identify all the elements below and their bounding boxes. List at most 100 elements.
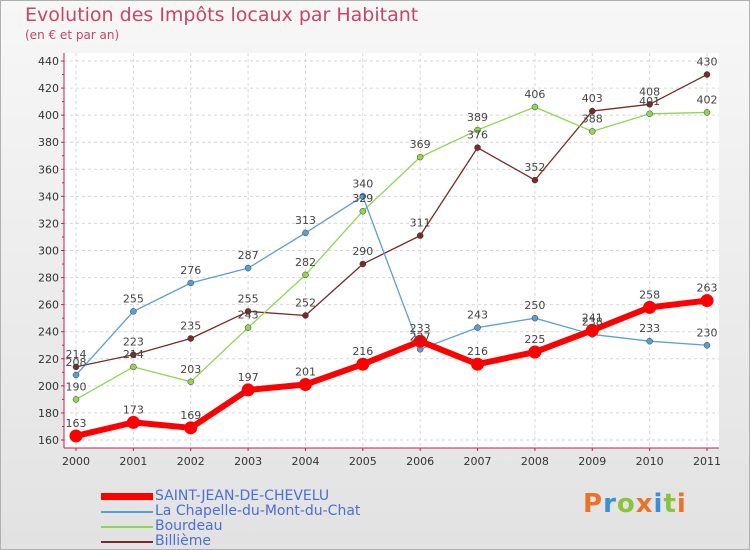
data-point-0	[126, 415, 140, 429]
legend-swatch	[101, 526, 153, 528]
data-label-0: 241	[582, 311, 603, 324]
y-tick-label: 200	[38, 380, 59, 393]
data-label-2: 190	[66, 380, 87, 393]
data-label-3: 290	[352, 245, 373, 258]
data-point-2	[187, 378, 194, 386]
legend-label: Billième	[155, 533, 212, 549]
data-point-3	[359, 260, 367, 268]
data-label-3: 252	[295, 296, 316, 309]
data-point-0	[528, 345, 542, 359]
data-point-2	[416, 153, 424, 161]
y-tick-label: 280	[38, 272, 59, 285]
data-label-1: 243	[467, 309, 488, 322]
data-point-1	[72, 371, 80, 379]
data-point-1	[244, 264, 252, 272]
legend-label: SAINT-JEAN-DE-CHEVELU	[155, 488, 330, 504]
series-line-0	[75, 297, 708, 439]
data-label-0: 163	[66, 417, 87, 430]
x-tick-label: 2003	[234, 455, 262, 468]
data-point-0	[585, 323, 599, 337]
data-point-0	[356, 357, 370, 371]
x-tick-label: 2010	[636, 455, 664, 468]
data-label-0: 201	[295, 366, 316, 379]
data-label-2: 369	[410, 138, 431, 151]
data-point-0	[471, 357, 485, 371]
data-label-2: 406	[524, 88, 545, 101]
data-label-3: 223	[123, 336, 144, 349]
legend-swatch	[101, 493, 153, 500]
data-label-3: 352	[524, 161, 545, 174]
data-point-3	[187, 335, 194, 342]
data-point-1	[531, 314, 539, 322]
data-label-3: 408	[639, 85, 660, 98]
chart-title: Evolution des Impôts locaux par Habitant	[25, 4, 419, 26]
data-label-1: 227	[410, 330, 431, 343]
data-label-3: 235	[180, 319, 201, 332]
data-point-2	[72, 396, 80, 403]
legend-label: Bourdeau	[155, 518, 223, 534]
y-tick-label: 240	[38, 326, 59, 339]
grid	[64, 53, 719, 448]
data-label-0: 216	[467, 345, 488, 358]
y-tick-label: 340	[38, 190, 59, 203]
y-tick-label: 220	[38, 353, 59, 366]
data-point-3	[646, 101, 653, 108]
data-point-2	[646, 110, 653, 118]
data-point-2	[302, 271, 309, 279]
axes: 160 180 200 220 240 260 280 300 320 340 360 380 400 4…	[38, 53, 721, 468]
data-point-0	[298, 378, 312, 392]
data-point-3	[531, 176, 539, 184]
data-label-1: 255	[123, 292, 144, 305]
data-point-3	[72, 363, 80, 371]
data-label-1: 276	[180, 264, 201, 277]
data-point-1	[474, 324, 481, 331]
data-point-3	[589, 107, 596, 115]
data-label-3: 311	[410, 217, 431, 230]
x-tick-label: 2008	[521, 455, 549, 468]
data-point-3	[302, 312, 309, 319]
data-point-0	[69, 429, 83, 443]
data-point-2	[474, 126, 481, 134]
data-label-0: 169	[180, 409, 201, 422]
y-tick-label: 300	[38, 245, 59, 258]
data-label-1: 340	[352, 177, 373, 190]
data-point-3	[244, 308, 252, 315]
data-point-1	[359, 193, 367, 200]
data-label-0: 216	[352, 345, 373, 358]
y-tick-label: 160	[38, 434, 59, 447]
data-point-2	[703, 109, 711, 116]
x-tick-label: 2000	[62, 455, 90, 468]
data-label-1: 313	[295, 214, 316, 227]
series-line-2	[75, 106, 708, 400]
data-label-2: 329	[352, 192, 373, 205]
data-label-1: 230	[697, 326, 718, 339]
data-label-0: 233	[410, 322, 431, 335]
data-point-3	[474, 144, 481, 151]
data-label-2: 243	[238, 309, 259, 322]
data-point-1	[130, 308, 137, 315]
proxiti-logo: Proxiti	[583, 489, 687, 519]
data-point-3	[416, 232, 424, 239]
data-point-1	[302, 229, 309, 237]
series-layer	[69, 71, 714, 443]
x-tick-label: 2006	[406, 455, 434, 468]
data-point-0	[413, 334, 427, 348]
data-label-3: 376	[467, 129, 488, 142]
data-label-1: 208	[66, 356, 87, 369]
data-point-1	[187, 279, 194, 287]
y-tick-label: 180	[38, 407, 59, 420]
series-line-1	[75, 195, 708, 376]
y-tick-label: 320	[38, 217, 59, 230]
data-point-3	[703, 71, 711, 78]
data-label-2: 214	[123, 348, 144, 361]
data-point-0	[643, 300, 657, 314]
data-label-0: 225	[524, 333, 545, 346]
data-point-0	[184, 421, 198, 435]
x-tick-label: 2011	[693, 455, 721, 468]
data-point-1	[646, 337, 653, 345]
data-point-0	[241, 383, 255, 397]
data-label-0: 173	[123, 403, 144, 416]
data-point-1	[703, 342, 711, 349]
data-label-0: 258	[639, 288, 660, 301]
